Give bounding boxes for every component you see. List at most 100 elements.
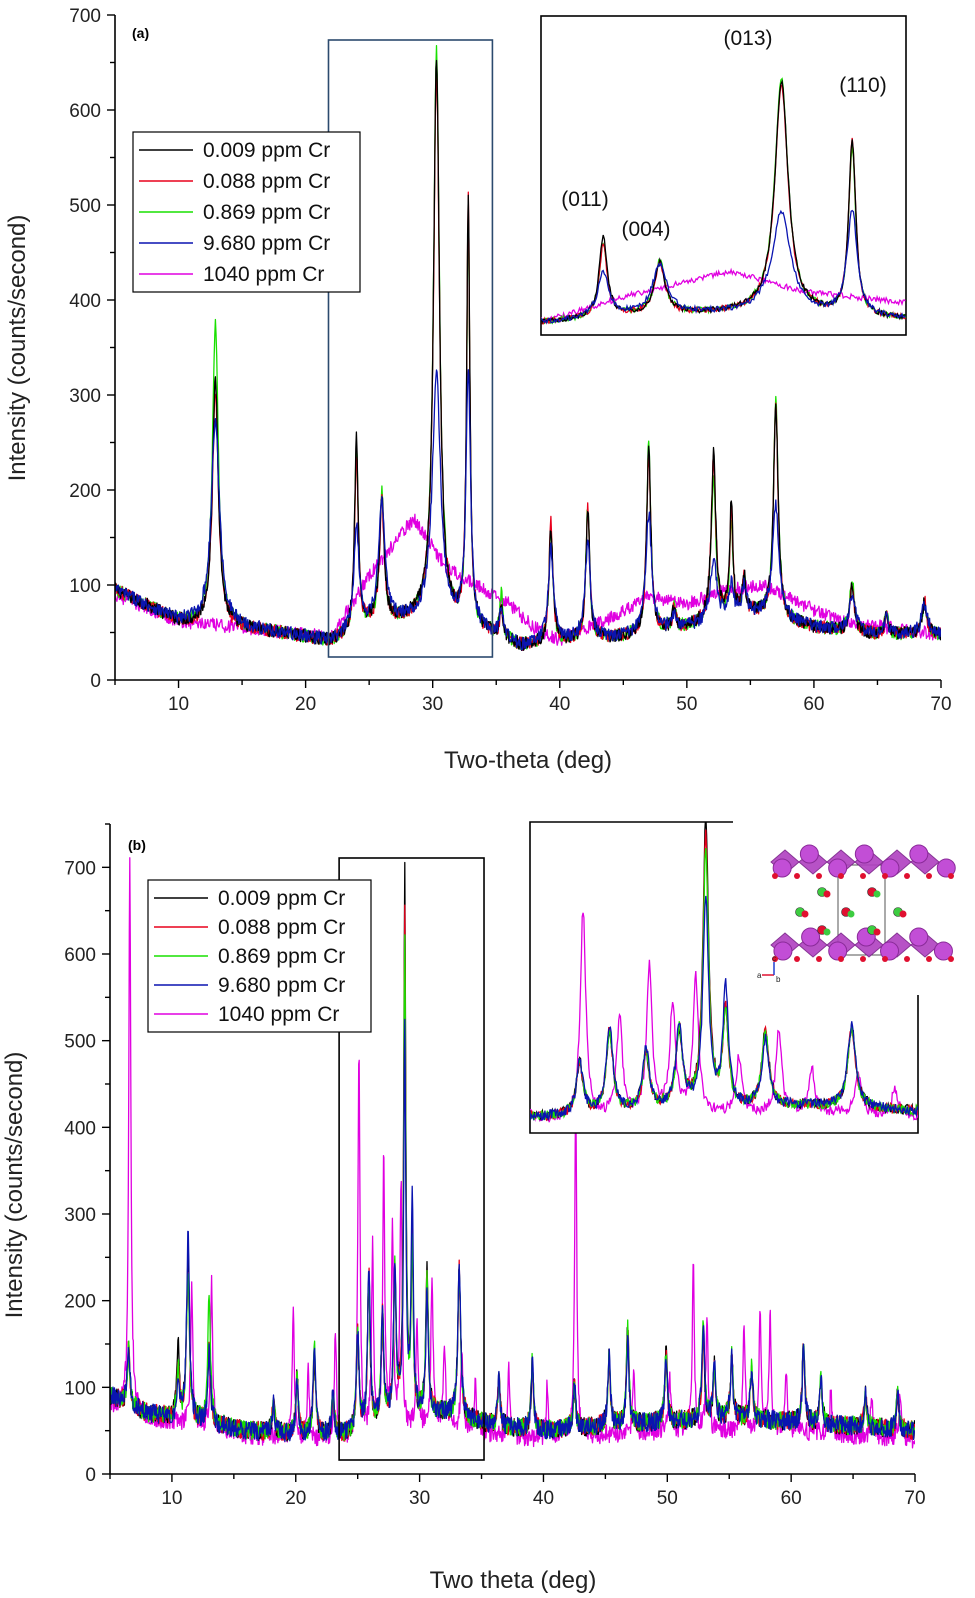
panel-a-inset-peak-label: (110) [839, 74, 886, 97]
panel-a-y-tick-label: 200 [69, 481, 101, 502]
crystal-axis-label: a [757, 971, 762, 980]
panel-a-zoom-box [327, 39, 494, 658]
panel-a-inset-series [541, 267, 906, 324]
panel-b-zoom-rectangle [338, 857, 485, 1461]
panel-a-x-tick-label: 20 [295, 694, 316, 715]
panel-b-x-tick-label: 40 [533, 1488, 554, 1509]
crystal-interlayer-atom [823, 890, 831, 898]
crystal-axis-label: c [772, 954, 776, 963]
panel-b-legend-entry: 9.680 ppm Cr [218, 974, 345, 997]
panel-b-legend-entry: 1040 ppm Cr [218, 1003, 339, 1026]
crystal-axis-label: b [776, 975, 781, 984]
panel-b-y-tick-label: 700 [64, 858, 96, 879]
crystal-atom-large [799, 844, 819, 864]
panel-a: (011) (004) (013) (110) 0.009 ppm Cr 0.088 p… [4, 6, 952, 774]
crystal-atom-small [860, 956, 866, 962]
crystal-atom-small [838, 873, 844, 879]
panel-a-plot-area [115, 44, 941, 652]
crystal-atom-small [882, 873, 888, 879]
panel-a-x-tick-label: 50 [676, 694, 697, 715]
crystal-interlayer-atom [873, 890, 881, 898]
panel-a-x-tick-label: 60 [803, 694, 824, 715]
panel-a-inset-peak-label: (011) [561, 188, 608, 211]
panel-b-y-tick-label: 200 [64, 1292, 96, 1313]
panel-b-inset-frame [529, 821, 919, 1134]
panel-b-y-tick-label: 0 [85, 1465, 96, 1486]
panel-a-x-tick-label: 40 [549, 694, 570, 715]
panel-a-inset: (011) (004) (013) (110) [540, 15, 907, 336]
panel-a-y-tick-label: 500 [69, 196, 101, 217]
panel-b-y-tick-label: 500 [64, 1032, 96, 1053]
panel-a-inset-peak-label: (013) [723, 27, 772, 50]
crystal-atom-large [909, 844, 929, 864]
crystal-atom-large [801, 927, 821, 947]
crystal-atom-small [904, 873, 910, 879]
panel-b-y-tick-label: 300 [64, 1205, 96, 1226]
panel-a-zoom-rectangle [327, 39, 494, 658]
panel-b-x-tick-label: 20 [285, 1488, 306, 1509]
crystal-atom-large [880, 858, 900, 878]
panel-a-y-tick-label: 0 [90, 671, 101, 692]
crystal-atom-small [904, 956, 910, 962]
crystal-atom-small [816, 956, 822, 962]
crystal-atom-small [948, 873, 954, 879]
crystal-atom-small [882, 956, 888, 962]
panel-a-series-9-680-ppm-cr [115, 369, 941, 651]
crystal-atom-small [926, 956, 932, 962]
panel-a-x-axis-label: Two-theta (deg) [444, 747, 612, 774]
crystal-structure-image: c a b [757, 830, 967, 995]
panel-a-inset-peak-label: (004) [621, 218, 670, 241]
panel-a-inset-frame [540, 15, 907, 336]
panel-b-x-tick-label: 10 [161, 1488, 182, 1509]
panel-a-legend: 0.009 ppm Cr 0.088 ppm Cr 0.869 ppm Cr 9.68… [132, 131, 361, 293]
crystal-atom-small [816, 873, 822, 879]
panel-b-legend: 0.009 ppm Cr 0.088 ppm Cr 0.869 ppm Cr 9.68… [147, 879, 372, 1033]
panel-b-x-tick-label: 50 [657, 1488, 678, 1509]
crystal-atom-large [773, 941, 793, 961]
panel-a-x-tick-label: 10 [168, 694, 189, 715]
panel-b-x-tick-label: 70 [904, 1488, 925, 1509]
crystal-atom-large [854, 844, 874, 864]
crystal-atom-small [772, 873, 778, 879]
panel-b-inset [529, 821, 919, 1134]
panel-b-x-axis-label: Two theta (deg) [430, 1567, 597, 1594]
crystal-atom-large [880, 941, 900, 961]
crystal-atom-small [926, 873, 932, 879]
crystal-interlayer-atom [847, 910, 855, 918]
crystal-atom-large [936, 858, 956, 878]
panel-a-y-axis-label: Intensity (counts/second) [4, 215, 31, 482]
panel-a-legend-entry: 1040 ppm Cr [203, 263, 324, 286]
panel-a-y-tick-label: 300 [69, 386, 101, 407]
panel-b-inset-series [530, 912, 918, 1123]
panel-b-series-9-680-ppm-cr [110, 1018, 915, 1442]
panel-b-y-axis-label: Intensity (counts/second) [1, 1052, 28, 1319]
panel-a-legend-entry: 0.009 ppm Cr [203, 139, 330, 162]
crystal-interlayer-atom [801, 910, 809, 918]
panel-b-legend-entry: 0.869 ppm Cr [218, 945, 345, 968]
crystal-atom-small [794, 873, 800, 879]
panel-b-y-tick-label: 400 [64, 1118, 96, 1139]
panel-a-x-tick-label: 70 [930, 694, 951, 715]
panel-b-x-tick-label: 30 [409, 1488, 430, 1509]
panel-a-y-tick-label: 100 [69, 576, 101, 597]
crystal-atom-small [948, 956, 954, 962]
crystal-atom-small [772, 956, 778, 962]
crystal-atom-small [838, 956, 844, 962]
panel-b-label: (b) [128, 837, 146, 853]
panel-b: c a b 0.009 ppm Cr 0.088 ppm Cr 0.869 ppm Cr… [1, 821, 967, 1594]
panel-a-inset-series [541, 209, 906, 325]
crystal-atom-large [828, 858, 848, 878]
panel-a-x-tick-label: 30 [422, 694, 443, 715]
panel-a-legend-entry: 9.680 ppm Cr [203, 232, 330, 255]
crystal-atom-small [794, 956, 800, 962]
crystal-atom-large [772, 858, 792, 878]
panel-b-plot-area [110, 857, 915, 1449]
panel-a-label: (a) [132, 25, 149, 41]
panel-a-y-tick-label: 600 [69, 101, 101, 122]
crystal-atom-large [828, 941, 848, 961]
crystal-interlayer-atom [873, 928, 881, 936]
panel-b-zoom-box [338, 857, 485, 1461]
